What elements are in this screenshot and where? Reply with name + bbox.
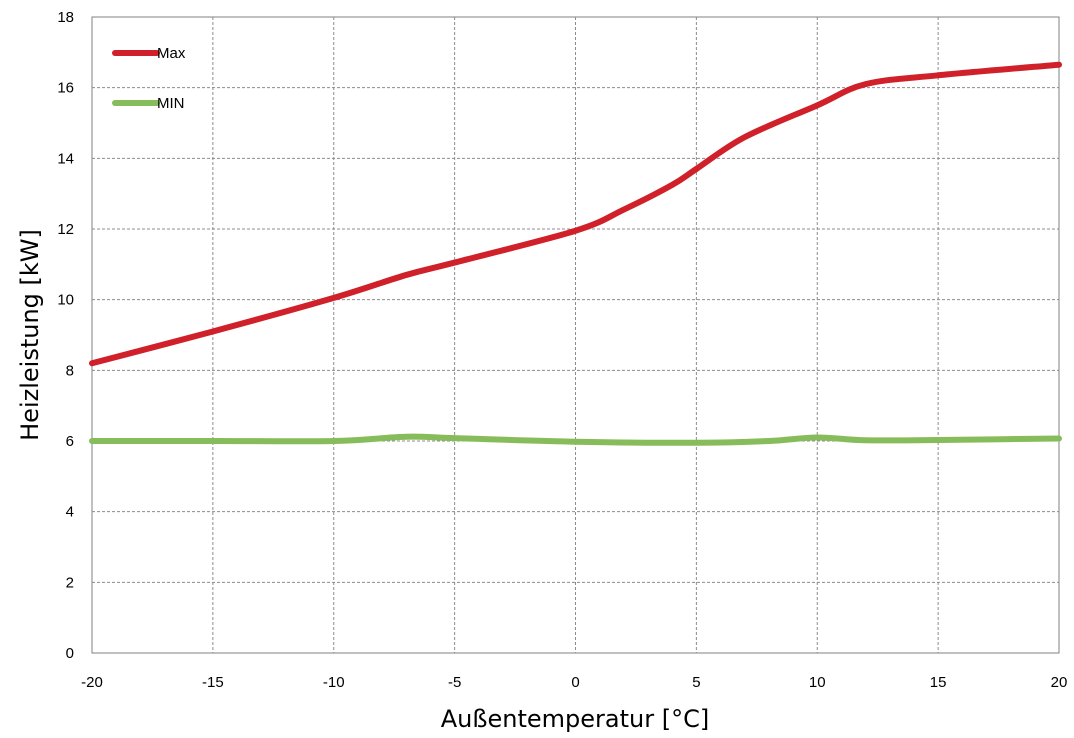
y-tick-label: 16 — [57, 80, 74, 97]
legend-label-max: Max — [157, 45, 186, 62]
y-axis-title: Heizleistung [kW] — [16, 229, 44, 441]
x-tick-label: -5 — [448, 674, 461, 691]
series-line-max — [89, 61, 1062, 367]
x-tick-label: 20 — [1051, 674, 1068, 691]
x-axis-tick-labels: -20 -15 -10 -5 0 5 10 15 20 — [81, 674, 1067, 691]
y-tick-label: 8 — [66, 362, 74, 379]
y-tick-label: 2 — [66, 574, 74, 591]
y-tick-label: 10 — [57, 292, 74, 309]
x-tick-label: -10 — [323, 674, 345, 691]
series-lines — [89, 61, 1062, 446]
y-tick-label: 6 — [66, 433, 74, 450]
series-line-min — [89, 433, 1062, 446]
x-tick-label: 0 — [571, 674, 579, 691]
x-tick-label: -15 — [202, 674, 224, 691]
x-tick-label: 15 — [930, 674, 947, 691]
y-tick-label: 0 — [66, 645, 74, 662]
x-tick-label: 10 — [809, 674, 826, 691]
y-axis-tick-labels: 0 2 4 6 8 10 12 14 16 18 — [57, 9, 74, 662]
x-tick-label: -20 — [81, 674, 103, 691]
y-tick-label: 4 — [66, 504, 74, 521]
x-axis-title: Außentemperatur [°C] — [441, 705, 709, 733]
y-tick-label: 18 — [57, 9, 74, 26]
gridlines — [92, 17, 1059, 653]
y-tick-label: 14 — [57, 150, 74, 167]
legend: Max MIN — [112, 45, 186, 112]
x-tick-label: 5 — [692, 674, 700, 691]
legend-label-min: MIN — [157, 95, 185, 112]
y-tick-label: 12 — [57, 221, 74, 238]
